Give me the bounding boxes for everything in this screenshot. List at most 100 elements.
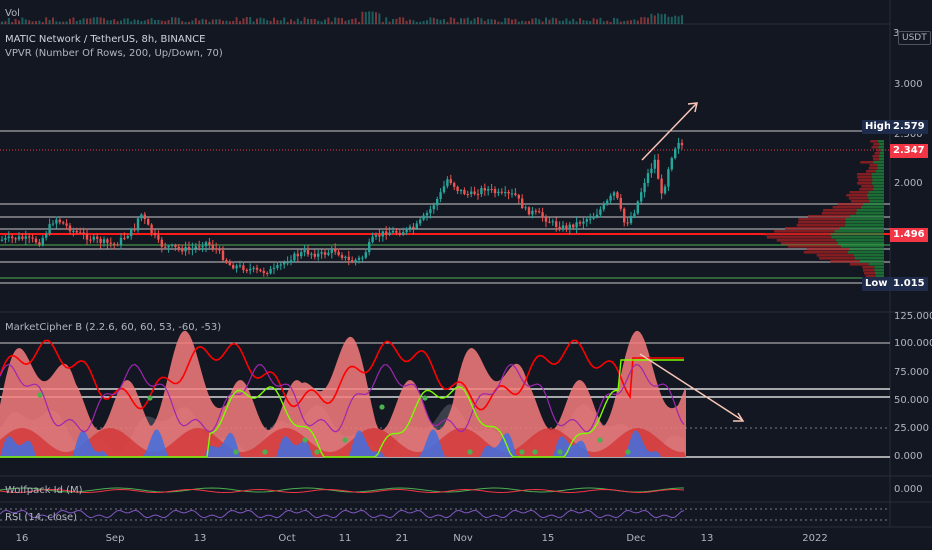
volume-bar (86, 18, 88, 24)
candle-body (293, 253, 296, 261)
volume-bar (477, 17, 479, 24)
candle-body (538, 211, 541, 213)
volume-bar (385, 17, 388, 24)
candle-body (419, 219, 422, 224)
candle-body (589, 218, 592, 220)
candle-body (446, 179, 449, 187)
volume-bar (456, 21, 459, 24)
vpvr-down-row (872, 155, 879, 158)
volume-bar (351, 18, 354, 24)
volume-bar (279, 20, 282, 24)
candle-body (21, 236, 24, 239)
volume-bar (613, 17, 615, 24)
candle-body (575, 222, 578, 228)
candle-body (266, 272, 269, 274)
candle-body (340, 255, 344, 258)
candle-body (58, 219, 61, 223)
volume-bar (473, 18, 476, 24)
level-price-tag: 1.496 (890, 228, 928, 242)
vpvr-up-row (872, 188, 884, 191)
trend-arrow-up[interactable] (641, 102, 698, 161)
candle-body (221, 250, 225, 261)
volume-bar (194, 18, 197, 24)
volume-bar (133, 19, 136, 24)
candle-body (660, 178, 663, 194)
volume-bar (443, 19, 445, 24)
volume-bar (524, 21, 527, 24)
candle-body (429, 209, 432, 214)
volume-bar (205, 19, 207, 24)
candle-body (252, 267, 255, 269)
volume-bar (585, 20, 588, 24)
volume-bar (463, 18, 466, 24)
volume-bar (48, 19, 51, 24)
candle-body (344, 256, 347, 258)
volume-bar (337, 17, 340, 24)
candle-body (238, 265, 242, 267)
volume-bar (286, 21, 289, 24)
volume-bar (358, 21, 360, 24)
volume-bar (511, 19, 513, 24)
candle-body (65, 223, 68, 226)
wolfpack-red-line (0, 488, 685, 494)
candle-body (177, 246, 180, 249)
signal-dot (422, 395, 428, 401)
vpvr-up-row (879, 152, 884, 155)
trend-arrow-down[interactable] (639, 353, 745, 422)
candle-body (504, 192, 507, 194)
candle-body (194, 246, 197, 249)
candle-body (157, 235, 160, 240)
currency-button[interactable]: USDT (898, 31, 931, 45)
candlesticks[interactable] (0, 137, 684, 277)
vpvr-down-row (857, 173, 872, 176)
vpvr-up-row (831, 236, 884, 239)
candle-body (572, 224, 575, 228)
vpvr-up-row (845, 221, 884, 224)
vpvr-up-row (878, 155, 884, 158)
volume-bar (21, 17, 24, 24)
volume-bar (310, 18, 313, 24)
candle-body (422, 215, 425, 220)
signal-dot (467, 449, 473, 455)
time-tick: 13 (193, 533, 207, 544)
vpvr-indicator-title[interactable]: VPVR (Number Of Rows, 200, Up/Down, 70) (5, 48, 223, 59)
candle-body (500, 191, 503, 193)
vwap-area (0, 330, 686, 457)
volume-bar (245, 17, 248, 24)
volume-bar (388, 21, 391, 24)
volume-bar (317, 20, 320, 24)
signal-dot (342, 437, 348, 443)
volume-bar (487, 19, 490, 24)
volume-bar (252, 21, 255, 24)
cipher-indicator-title[interactable]: MarketCipher B (2.2.6, 60, 60, 53, -60, … (5, 322, 222, 333)
candle-body (79, 232, 82, 234)
rsi-indicator-title[interactable]: RSI (14, close) (5, 512, 78, 523)
vpvr-down-row (865, 275, 876, 278)
rsi-lines (0, 508, 890, 521)
volume-bar (419, 21, 422, 24)
vpvr-down-row (776, 239, 836, 242)
candle-body (381, 231, 384, 237)
vpvr-down-row (859, 188, 873, 191)
candle-body (483, 188, 486, 191)
symbol-title[interactable]: MATIC Network / TetherUS, 8h, BINANCE (5, 34, 206, 45)
volume-bar (296, 18, 299, 24)
vpvr-up-row (868, 197, 884, 200)
volume-bar (606, 20, 609, 24)
candle-body (388, 232, 391, 235)
vpvr-up-row (873, 161, 884, 164)
volume-bar (545, 17, 547, 24)
candle-body (677, 142, 680, 149)
wolfpack-indicator-title[interactable]: Wolfpack Id (M) (5, 485, 83, 496)
rsi-line (0, 509, 685, 519)
volume-bar (361, 11, 364, 24)
vpvr-up-row (845, 218, 884, 221)
candle-body (167, 245, 170, 248)
candle-body (616, 192, 619, 198)
volume-bar (28, 20, 31, 24)
volume-bar (130, 21, 133, 24)
candle-body (31, 237, 34, 239)
vpvr-down-row (764, 233, 831, 236)
candle-body (11, 236, 14, 239)
